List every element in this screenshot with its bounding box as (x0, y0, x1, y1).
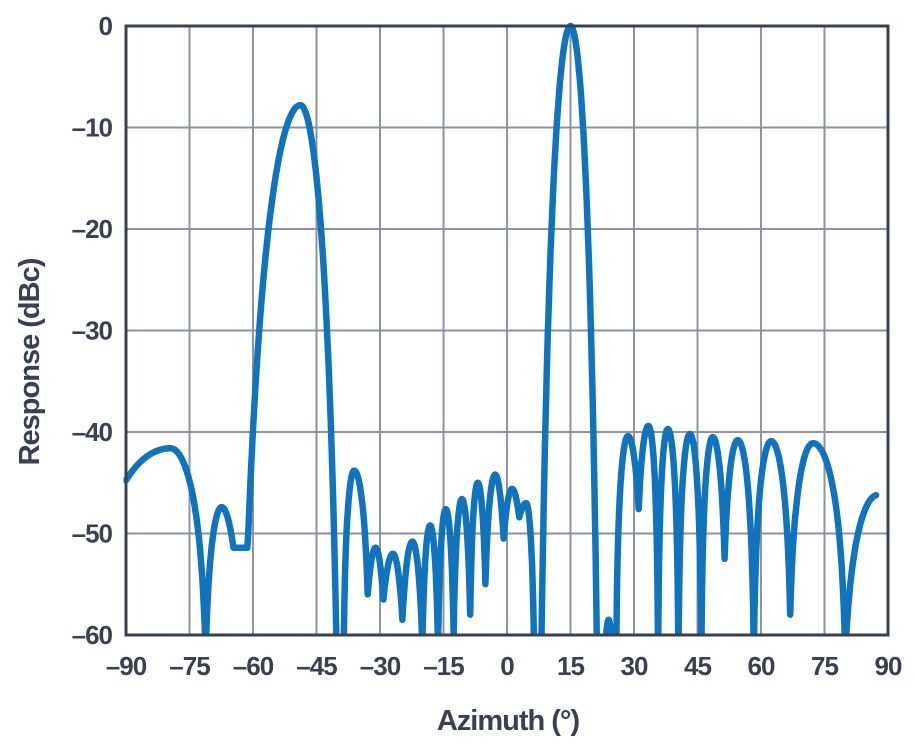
response-curve (123, 22, 880, 637)
y-tick-label: –40 (72, 417, 113, 447)
x-axis-title: Azimuth (°) (436, 705, 580, 737)
gridlines (126, 26, 888, 635)
x-tick-label: –30 (360, 651, 401, 681)
x-tick-label: 0 (500, 651, 514, 681)
y-tick-label: –50 (72, 519, 113, 549)
x-tick-label: –45 (296, 651, 337, 681)
x-tick-label: 15 (557, 651, 584, 681)
x-tick-label: 30 (621, 651, 648, 681)
x-tick-label: 75 (811, 651, 838, 681)
y-tick-label: –30 (72, 316, 113, 346)
y-tick-label: –10 (72, 113, 113, 143)
x-tick-label: –60 (233, 651, 274, 681)
x-tick-label: 60 (748, 651, 775, 681)
y-tick-label: 0 (99, 11, 113, 41)
y-tick-label: –20 (72, 214, 113, 244)
x-tick-label: –75 (169, 651, 210, 681)
x-tick-label: –15 (423, 651, 464, 681)
y-axis-title: Response (dBc) (14, 258, 46, 466)
plot-border (124, 24, 890, 637)
x-tick-label: 45 (684, 651, 711, 681)
y-tick-label: –60 (72, 620, 113, 650)
x-tick-label: –90 (106, 651, 147, 681)
x-tick-label: 90 (875, 651, 902, 681)
